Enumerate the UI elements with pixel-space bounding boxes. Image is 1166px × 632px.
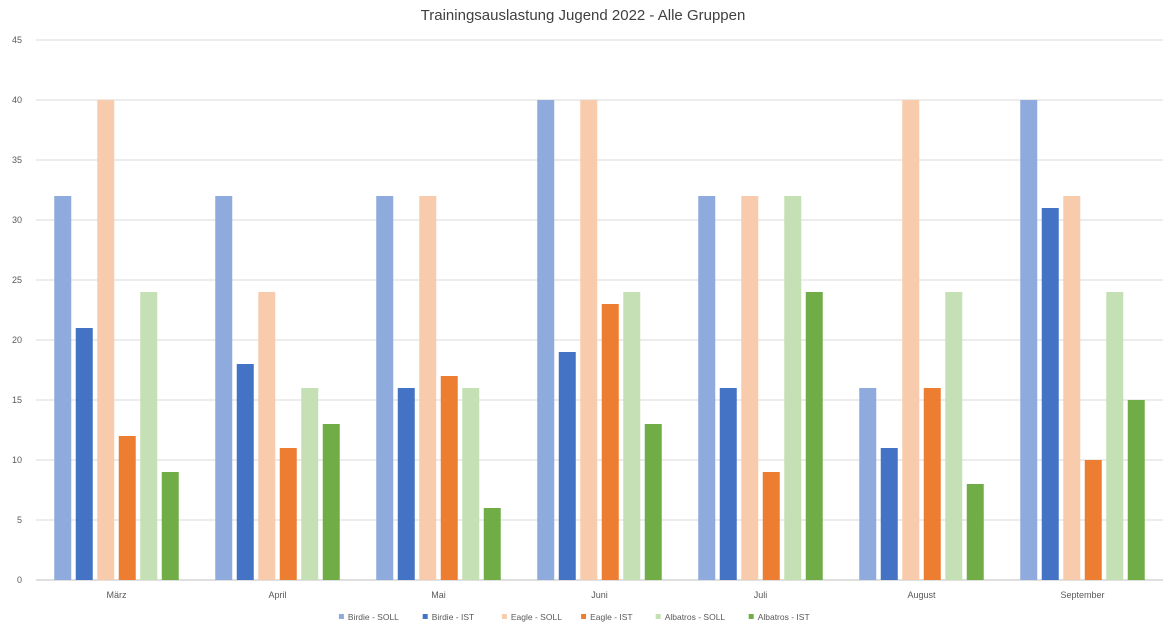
legend-item: Albatros - SOLL [655, 612, 726, 622]
bar [966, 484, 984, 580]
bar [698, 196, 716, 580]
y-tick-label: 0 [17, 575, 22, 585]
bar [483, 508, 501, 580]
y-tick-label: 25 [12, 275, 22, 285]
legend-swatch [338, 614, 344, 619]
legend-item: Eagle - IST [581, 612, 633, 622]
bar [902, 100, 920, 580]
legend-item: Albatros - IST [748, 612, 810, 622]
bar [322, 424, 340, 580]
bar [1020, 100, 1038, 580]
bar [1127, 400, 1145, 580]
bars [54, 100, 1145, 580]
bar [945, 292, 963, 580]
bar [623, 292, 641, 580]
x-tick-label: April [268, 590, 286, 600]
bar [462, 388, 480, 580]
bar [1106, 292, 1124, 580]
legend-swatch [655, 614, 661, 619]
legend-swatch [581, 614, 587, 619]
y-axis-ticks: 0 5 10 15 20 25 30 35 40 45 [12, 35, 22, 585]
legend-label: Albatros - SOLL [665, 612, 726, 622]
legend-label: Eagle - IST [590, 612, 633, 622]
bar [215, 196, 233, 580]
x-tick-label: Juni [591, 590, 608, 600]
bar [376, 196, 394, 580]
x-tick-label: Juli [754, 590, 768, 600]
legend-swatch [748, 614, 754, 619]
gridlines [36, 39, 1163, 581]
bar [54, 196, 72, 580]
bar [923, 388, 941, 580]
chart-title: Trainingsauslastung Jugend 2022 - Alle G… [420, 7, 746, 24]
bar [118, 436, 136, 580]
bar [762, 472, 780, 580]
bar [440, 376, 458, 580]
x-tick-label: März [107, 590, 127, 600]
bar [558, 352, 576, 580]
x-tick-label: September [1060, 590, 1104, 600]
legend-label: Albatros - IST [758, 612, 810, 622]
bar [859, 388, 877, 580]
legend-swatch [501, 614, 507, 619]
legend: Birdie - SOLL Birdie - IST Eagle - SOLL Eag… [338, 612, 810, 622]
x-tick-label: August [907, 590, 936, 600]
bar [805, 292, 823, 580]
y-tick-label: 20 [12, 335, 22, 345]
bar [880, 448, 898, 580]
bar [419, 196, 437, 580]
bar [279, 448, 297, 580]
bar [75, 328, 93, 580]
y-tick-label: 35 [12, 155, 22, 165]
bar [580, 100, 598, 580]
bar [1084, 460, 1102, 580]
legend-label: Birdie - IST [432, 612, 475, 622]
y-tick-label: 40 [12, 95, 22, 105]
y-tick-label: 10 [12, 455, 22, 465]
y-tick-label: 45 [12, 35, 22, 45]
y-tick-label: 30 [12, 215, 22, 225]
bar [97, 100, 115, 580]
legend-item: Eagle - SOLL [501, 612, 562, 622]
bar [140, 292, 158, 580]
legend-label: Eagle - SOLL [511, 612, 562, 622]
x-axis-ticks: März April Mai Juni Juli August September [107, 590, 1105, 600]
legend-swatch [422, 614, 428, 619]
bar [1041, 208, 1059, 580]
bar [644, 424, 662, 580]
bar [741, 196, 759, 580]
bar [258, 292, 276, 580]
bar [784, 196, 802, 580]
bar [537, 100, 555, 580]
bar [1063, 196, 1081, 580]
y-tick-label: 5 [17, 515, 22, 525]
bar [397, 388, 415, 580]
x-tick-label: Mai [431, 590, 446, 600]
y-tick-label: 15 [12, 395, 22, 405]
bar [236, 364, 254, 580]
legend-item: Birdie - IST [422, 612, 475, 622]
legend-item: Birdie - SOLL [338, 612, 399, 622]
bar [719, 388, 737, 580]
bar [301, 388, 319, 580]
bar [161, 472, 179, 580]
legend-label: Birdie - SOLL [348, 612, 399, 622]
bar [601, 304, 619, 580]
